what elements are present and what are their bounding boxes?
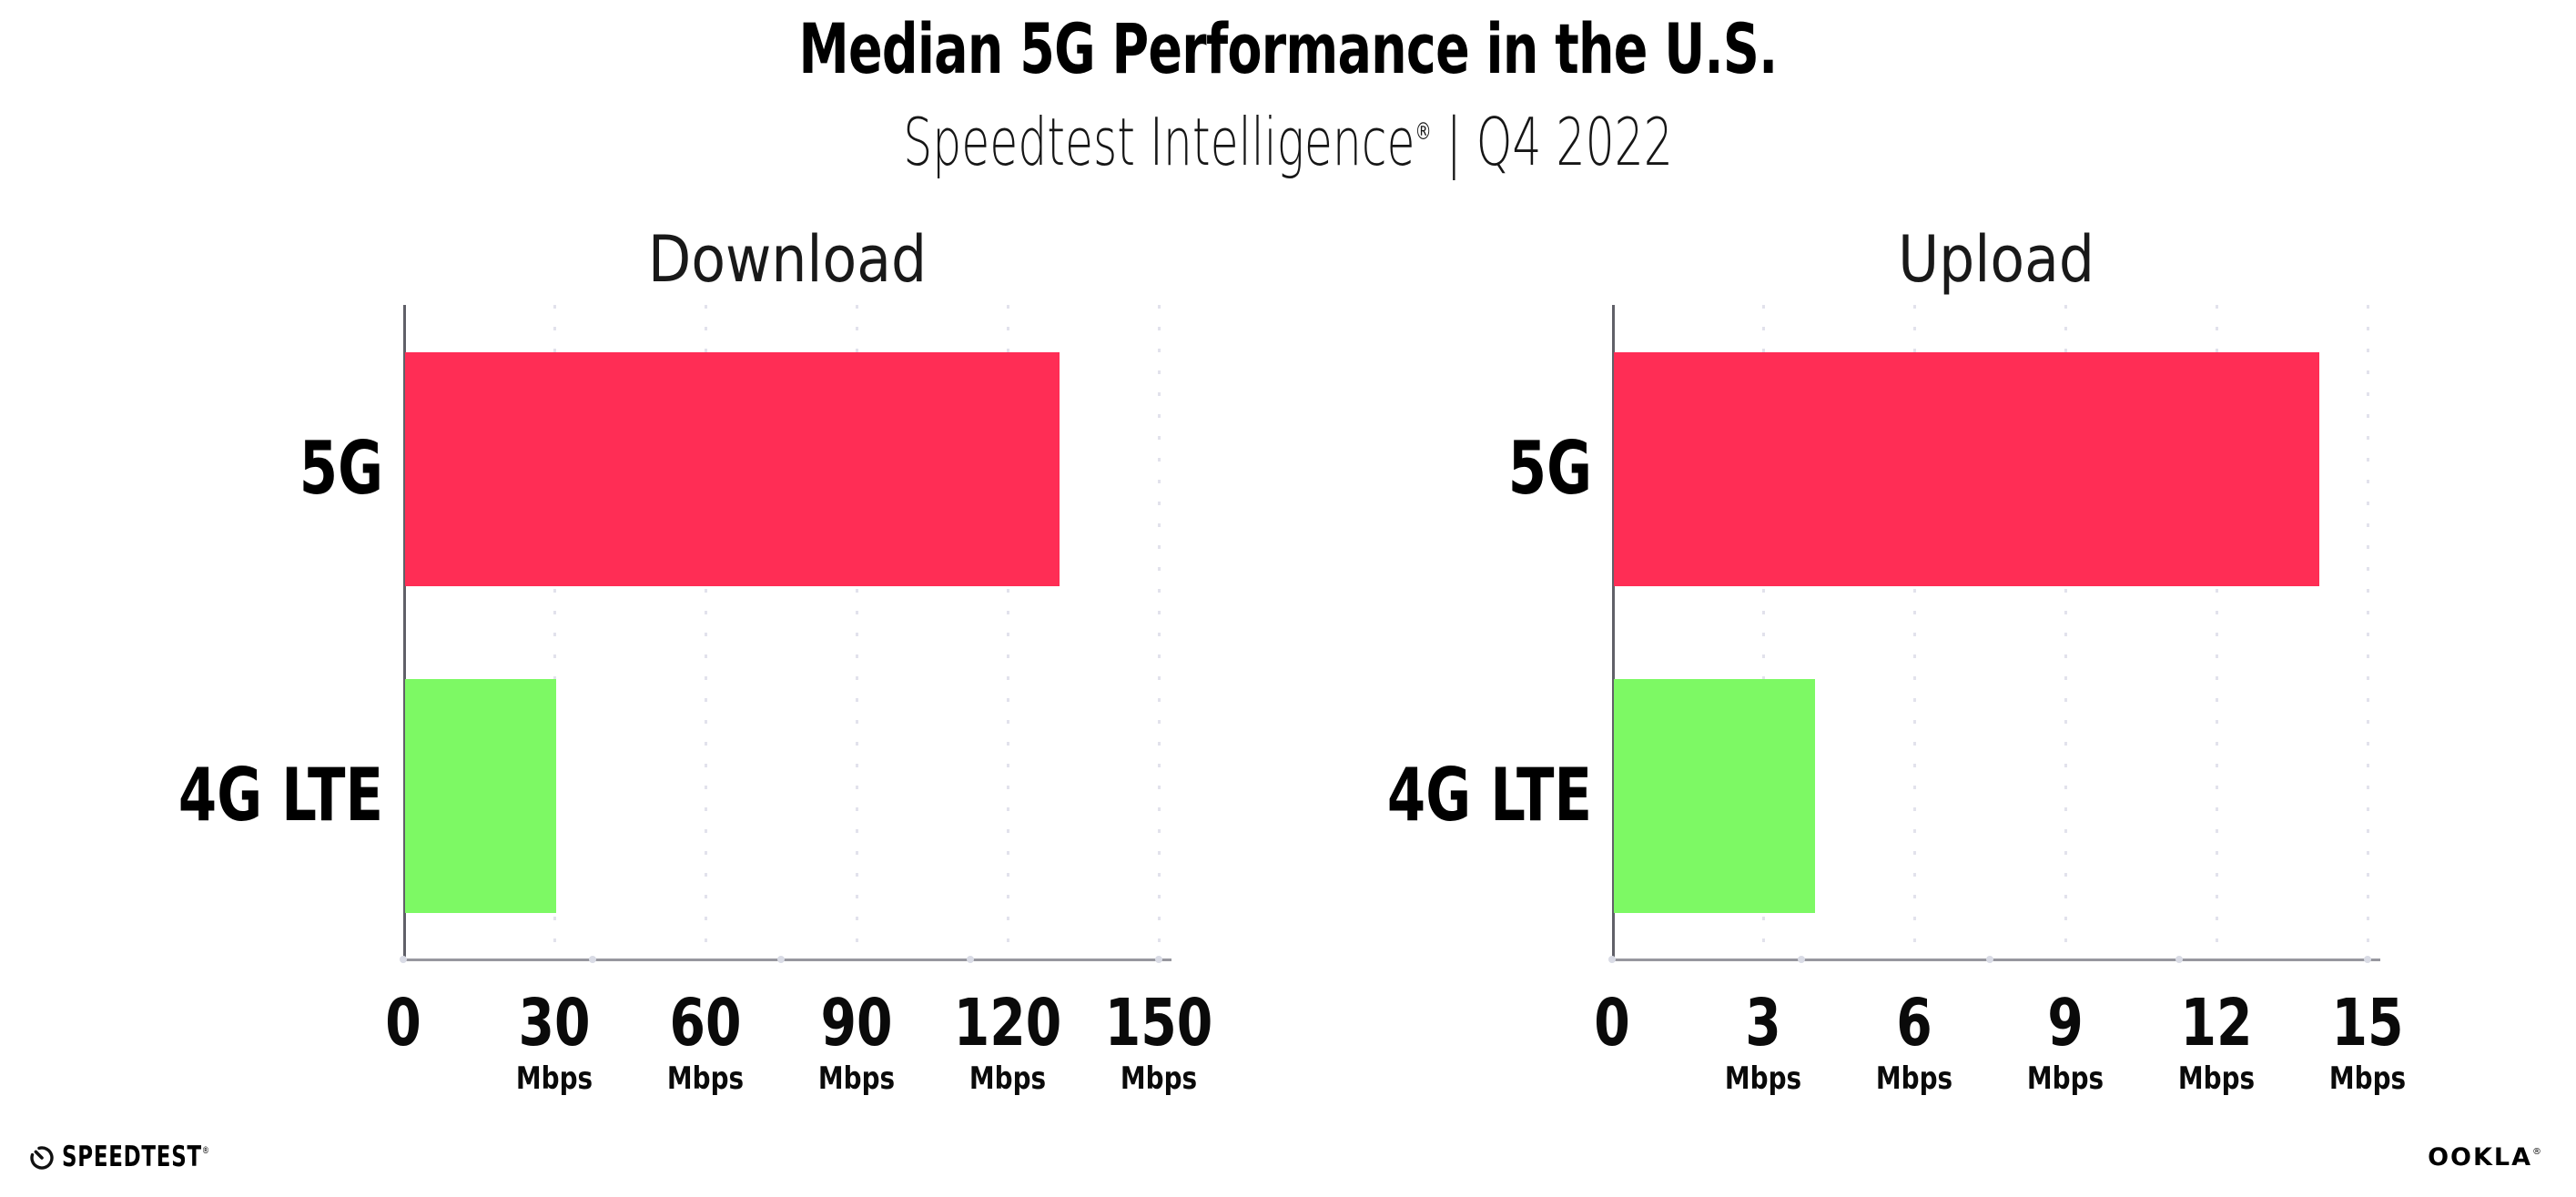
x-tick-value: 12 [2180, 985, 2253, 1060]
x-tick-unit: Mbps [969, 1060, 1047, 1097]
axis-tick-dot [966, 956, 974, 963]
x-axis-line [1612, 959, 2380, 961]
x-tick-unit: Mbps [1120, 1060, 1198, 1097]
x-tick-unit: Mbps [515, 1060, 593, 1097]
x-tick-label: 60 Mbps [605, 990, 806, 1094]
x-tick-value: 9 [2047, 985, 2084, 1060]
x-tick-value: 120 [953, 985, 1062, 1060]
axis-tick-dot [777, 956, 785, 963]
x-tick-label: 120 Mbps [908, 990, 1108, 1094]
subtitle-brand: Speedtest Intelligence [903, 104, 1415, 180]
axis-tick-dot [1797, 956, 1805, 963]
page-subtitle: Speedtest Intelligence® | Q4 2022 [387, 109, 2190, 175]
gridline [2367, 305, 2369, 959]
x-tick-label: 0 [1512, 990, 1712, 1055]
y-axis-label: 4G LTE [1386, 753, 1592, 838]
axis-tick-dot [2364, 956, 2371, 963]
y-axis-label: 5G [299, 426, 383, 512]
ookla-logo: OOKLA® [2428, 1145, 2543, 1170]
gridline [856, 305, 858, 959]
x-tick-label: 150 Mbps [1059, 990, 1259, 1094]
x-axis-line [403, 959, 1171, 961]
gridline [2064, 305, 2067, 959]
x-tick-value: 30 [518, 985, 591, 1060]
x-tick-unit: Mbps [2328, 1060, 2407, 1097]
x-tick-value: 0 [385, 985, 421, 1060]
speedtest-logo: SPEEDTEST® [29, 1143, 262, 1172]
x-tick-value: 90 [820, 985, 893, 1060]
y-axis-label: 4G LTE [177, 753, 383, 838]
plot-area [1612, 305, 2370, 959]
y-axis-label: 5G [1507, 426, 1592, 512]
x-tick-label: 6 Mbps [1814, 990, 2014, 1094]
bar-4g-lte-download [405, 678, 556, 913]
gridline [1762, 305, 1765, 959]
ookla-registered-mark-icon: ® [2532, 1147, 2543, 1157]
ookla-wordmark: OOKLA [2428, 1143, 2532, 1172]
x-tick-value: 6 [1896, 985, 1932, 1060]
axis-tick-dot [400, 956, 407, 963]
axis-tick-dot [588, 956, 596, 963]
gridline [705, 305, 707, 959]
bar-5g-upload [1614, 351, 2319, 586]
x-tick-unit: Mbps [1724, 1060, 1802, 1097]
x-tick-value: 0 [1594, 985, 1630, 1060]
bar-5g-download [405, 351, 1060, 586]
gridline [553, 305, 556, 959]
speedtest-gauge-icon [30, 1145, 54, 1170]
x-tick-unit: Mbps [2177, 1060, 2256, 1097]
subtitle-period: | Q4 2022 [1431, 104, 1673, 180]
plot-area [403, 305, 1161, 959]
bar-4g-lte-upload [1614, 678, 1816, 913]
axis-tick-dot [2175, 956, 2183, 963]
speedtest-wordmark: SPEEDTEST® [62, 1141, 210, 1173]
x-tick-label: 90 Mbps [756, 990, 957, 1094]
gridline [1913, 305, 1916, 959]
x-tick-label: 12 Mbps [2116, 990, 2317, 1094]
gridline [1158, 305, 1161, 959]
x-tick-unit: Mbps [817, 1060, 896, 1097]
x-tick-label: 3 Mbps [1663, 990, 1863, 1094]
axis-tick-dot [1608, 956, 1616, 963]
x-tick-unit: Mbps [666, 1060, 745, 1097]
axis-tick-dot [1986, 956, 1993, 963]
x-tick-value: 60 [669, 985, 742, 1060]
x-tick-value: 3 [1745, 985, 1781, 1060]
x-tick-unit: Mbps [1875, 1060, 1953, 1097]
x-tick-label: 0 [303, 990, 503, 1055]
x-tick-label: 30 Mbps [454, 990, 654, 1094]
page-title: Median 5G Performance in the U.S. [798, 8, 1779, 89]
registered-mark-icon: ® [1415, 118, 1432, 146]
gridline [1007, 305, 1009, 959]
axis-tick-dot [1155, 956, 1162, 963]
chart-title: Upload [1898, 222, 2094, 297]
x-tick-unit: Mbps [2026, 1060, 2104, 1097]
chart-title: Download [647, 222, 928, 297]
x-tick-label: 9 Mbps [1965, 990, 2165, 1094]
gridline [2216, 305, 2218, 959]
x-tick-value: 15 [2331, 985, 2404, 1060]
x-tick-label: 15 Mbps [2267, 990, 2468, 1094]
speedtest-registered-mark-icon: ® [201, 1144, 210, 1156]
x-tick-value: 150 [1104, 985, 1213, 1060]
